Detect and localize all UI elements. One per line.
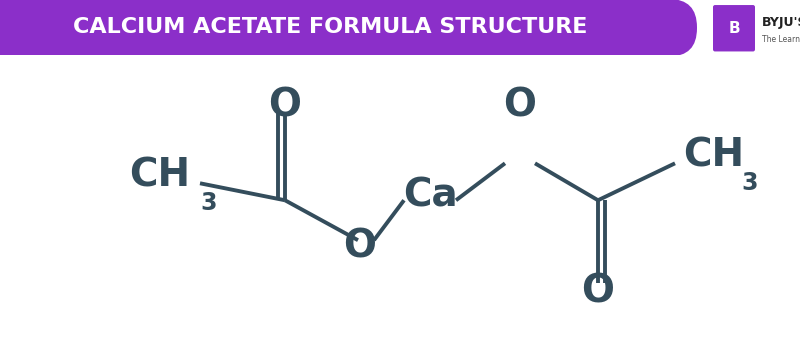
Text: O: O <box>582 272 614 310</box>
Text: O: O <box>343 227 377 265</box>
Text: BYJU'S: BYJU'S <box>762 16 800 29</box>
Text: O: O <box>503 86 537 125</box>
Text: Ca: Ca <box>402 176 458 214</box>
Text: CALCIUM ACETATE FORMULA STRUCTURE: CALCIUM ACETATE FORMULA STRUCTURE <box>73 17 587 37</box>
FancyBboxPatch shape <box>713 5 755 52</box>
Text: CH: CH <box>129 156 190 194</box>
Text: 3: 3 <box>200 191 217 215</box>
Text: The Learning App: The Learning App <box>762 35 800 44</box>
Text: 3: 3 <box>741 171 758 195</box>
Text: B: B <box>728 21 740 36</box>
Bar <box>0 0 80 55</box>
Text: CH: CH <box>683 136 744 174</box>
FancyBboxPatch shape <box>0 0 697 57</box>
Text: O: O <box>269 86 302 125</box>
